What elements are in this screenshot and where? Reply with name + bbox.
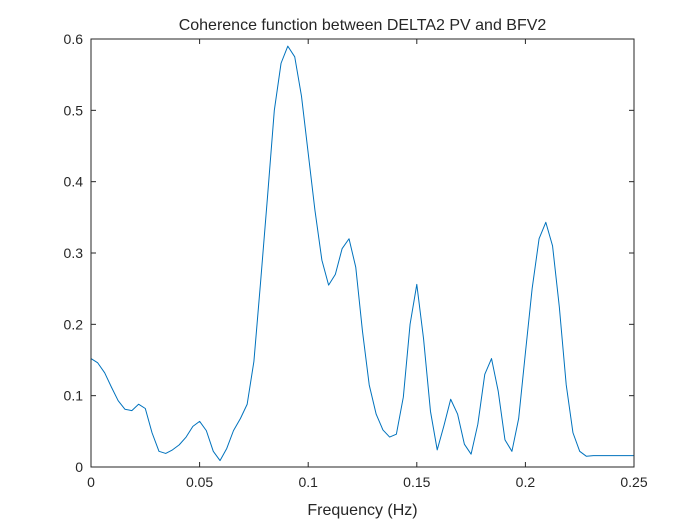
- x-tick-label: 0.2: [516, 474, 536, 490]
- series-line-1: [90, 45, 634, 462]
- y-tick-label: 0.5: [64, 102, 84, 118]
- series-layer: [90, 45, 634, 462]
- y-tick-label: 0.4: [64, 174, 84, 190]
- chart-title: Coherence function between DELTA2 PV and…: [179, 17, 547, 34]
- axes-layer: 0 0.05 0.1 0.15 0.2 0.25 0 0.1 0.2 0.3 0.4 0.5 0.6: [64, 31, 648, 490]
- y-tick-label: 0.2: [64, 316, 84, 332]
- x-tick-label: 0.15: [403, 474, 430, 490]
- y-tick-label: 0.1: [64, 388, 84, 404]
- y-tick-label: 0: [75, 459, 83, 475]
- y-tick-label: 0.3: [64, 245, 84, 261]
- x-tick-label: 0: [87, 474, 95, 490]
- x-tick-label: 0.1: [298, 474, 318, 490]
- x-tick-label: 0.25: [620, 474, 647, 490]
- y-tick-label: 0.6: [64, 31, 84, 47]
- x-tick-label: 0.05: [186, 474, 213, 490]
- plot-area: [91, 39, 634, 467]
- x-axis-label: Frequency (Hz): [307, 502, 417, 519]
